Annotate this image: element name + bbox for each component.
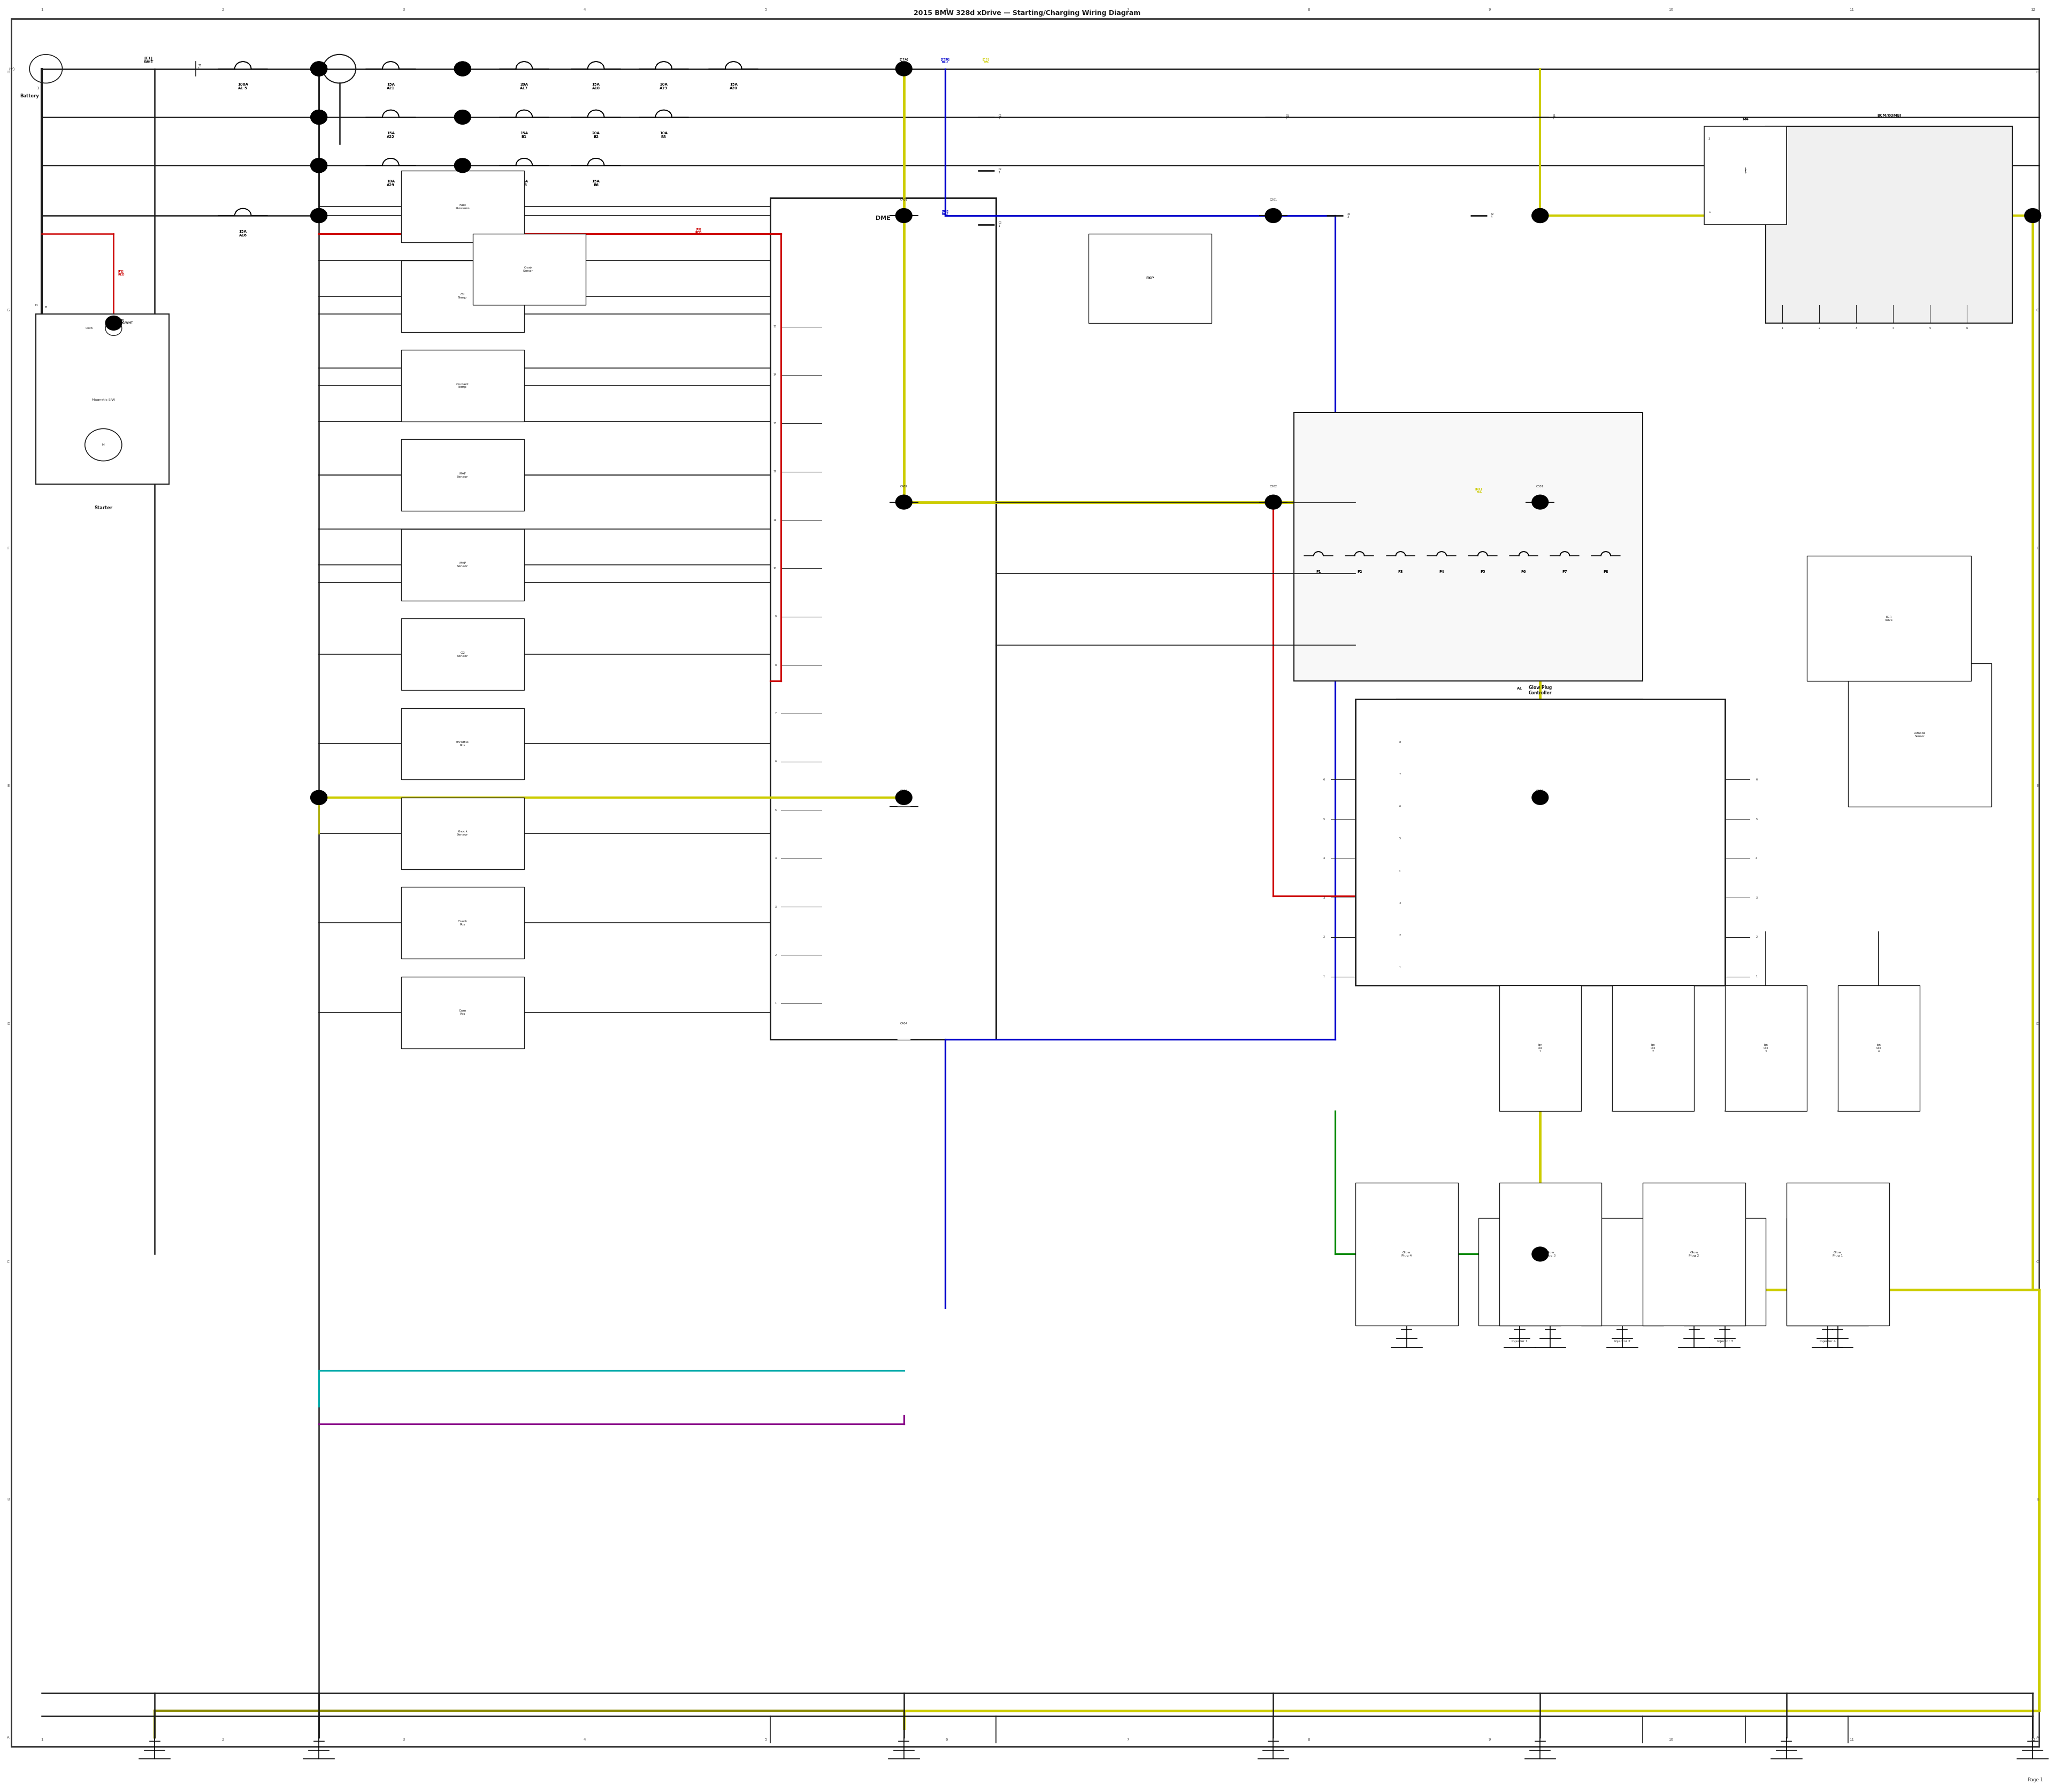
Text: Glow
Plug 3: Glow Plug 3: [1545, 1251, 1555, 1256]
Text: [C2A]
BLK: [C2A] BLK: [900, 57, 908, 63]
Bar: [401, 887, 524, 959]
Text: Cam
Pos: Cam Pos: [458, 1009, 466, 1016]
Bar: [1294, 412, 1643, 681]
Text: C3
1: C3 1: [998, 222, 1002, 228]
Bar: [401, 529, 524, 600]
Text: B: B: [6, 1498, 10, 1502]
Circle shape: [454, 61, 470, 75]
Text: 1: 1: [37, 86, 39, 90]
Text: 100A
A1-5: 100A A1-5: [238, 82, 249, 90]
Text: F8: F8: [1604, 570, 1608, 573]
Text: 3: 3: [403, 1738, 405, 1742]
Text: C: C: [6, 1260, 10, 1263]
Text: Ign
Coil
4: Ign Coil 4: [1877, 1043, 1881, 1052]
Text: F6: F6: [1522, 570, 1526, 573]
Text: 20A
B2: 20A B2: [592, 131, 600, 138]
Bar: [1787, 1183, 1890, 1326]
Bar: [1089, 233, 1212, 323]
Text: C404: C404: [900, 1021, 908, 1025]
Bar: [1808, 556, 1972, 681]
Text: M4: M4: [1742, 118, 1748, 120]
Text: A: A: [6, 1736, 10, 1740]
Text: 10A
B3: 10A B3: [659, 131, 668, 138]
Circle shape: [1532, 790, 1549, 805]
Text: A: A: [2036, 1736, 2040, 1740]
Text: Crank
Sensor: Crank Sensor: [524, 267, 534, 272]
Text: EKP: EKP: [1146, 276, 1154, 280]
Text: [B1]
BLU: [B1] BLU: [941, 210, 949, 215]
Text: 7: 7: [1126, 7, 1130, 11]
Circle shape: [310, 208, 327, 222]
Text: D: D: [6, 1021, 10, 1025]
Circle shape: [454, 61, 470, 75]
Circle shape: [310, 61, 327, 75]
Circle shape: [310, 61, 327, 75]
Bar: [401, 349, 524, 421]
Text: EGR
Valve: EGR Valve: [1886, 616, 1894, 622]
Circle shape: [1532, 495, 1549, 509]
Text: DME: DME: [875, 215, 891, 220]
Text: Fuel
Pressure: Fuel Pressure: [456, 204, 470, 210]
Circle shape: [310, 158, 327, 172]
Text: 10: 10: [1668, 1738, 1674, 1742]
Bar: [1582, 1219, 1664, 1326]
Bar: [1612, 986, 1695, 1111]
Text: A1: A1: [1516, 686, 1522, 690]
Circle shape: [454, 158, 470, 172]
Text: Page 1: Page 1: [2027, 1778, 2044, 1783]
Circle shape: [310, 158, 327, 172]
Text: 20A
A17: 20A A17: [520, 82, 528, 90]
Bar: [1397, 699, 1643, 986]
Text: Crank
Pos: Crank Pos: [458, 919, 468, 926]
Circle shape: [1532, 1247, 1549, 1262]
Text: T4: T4: [35, 305, 37, 306]
Text: 4: 4: [583, 1738, 585, 1742]
Text: D: D: [2036, 1021, 2040, 1025]
Text: C406: C406: [86, 328, 92, 330]
Text: Glow
Plug 1: Glow Plug 1: [1832, 1251, 1842, 1256]
Text: 15A
A16: 15A A16: [238, 229, 246, 237]
Text: Glow
Plug 4: Glow Plug 4: [1401, 1251, 1411, 1256]
Text: 20A
B5: 20A B5: [520, 179, 528, 186]
Text: [EJ]
RED: [EJ] RED: [117, 271, 125, 276]
Text: 20A
A19: 20A A19: [659, 82, 668, 90]
Bar: [1838, 986, 1920, 1111]
Bar: [35, 314, 168, 484]
Text: 2: 2: [222, 1738, 224, 1742]
Bar: [1787, 1219, 1869, 1326]
Bar: [401, 260, 524, 332]
Text: F2: F2: [1358, 570, 1362, 573]
Bar: [401, 708, 524, 780]
Text: Injector 2: Injector 2: [1614, 1340, 1631, 1342]
Circle shape: [1265, 495, 1282, 509]
Text: MAF
Sensor: MAF Sensor: [456, 473, 468, 478]
Text: Starter: Starter: [94, 505, 113, 511]
Text: 11: 11: [1849, 7, 1855, 11]
Text: Lambda
Sensor: Lambda Sensor: [1914, 731, 1927, 738]
Text: F: F: [6, 547, 8, 550]
Bar: [1684, 1219, 1766, 1326]
Bar: [1705, 125, 1787, 224]
Circle shape: [2025, 208, 2042, 222]
Text: H: H: [6, 70, 10, 73]
Text: [E1]
WHT: [E1] WHT: [144, 56, 154, 63]
Text: Glow
Plug 2: Glow Plug 2: [1688, 1251, 1699, 1256]
Text: 9: 9: [1489, 1738, 1491, 1742]
Text: 13: 13: [772, 421, 776, 425]
Bar: [770, 197, 996, 1039]
Text: 10: 10: [772, 566, 776, 570]
Text: 1: 1: [41, 1738, 43, 1742]
Bar: [1849, 663, 1992, 806]
Text: [C2B]
BLU: [C2B] BLU: [941, 57, 949, 63]
Text: Glow Plug
Controller: Glow Plug Controller: [1528, 685, 1551, 695]
Text: E: E: [6, 785, 8, 788]
Text: M: M: [103, 443, 105, 446]
Text: 2: 2: [222, 7, 224, 11]
Text: C2
1: C2 1: [998, 168, 1002, 174]
Text: [EJ]
RED: [EJ] RED: [694, 228, 702, 233]
Text: C201: C201: [1269, 199, 1278, 201]
Text: 5: 5: [764, 7, 766, 11]
Text: 15A
B6: 15A B6: [592, 179, 600, 186]
Text: 15A
A22: 15A A22: [386, 131, 394, 138]
Text: Magnetic S/W: Magnetic S/W: [92, 398, 115, 401]
